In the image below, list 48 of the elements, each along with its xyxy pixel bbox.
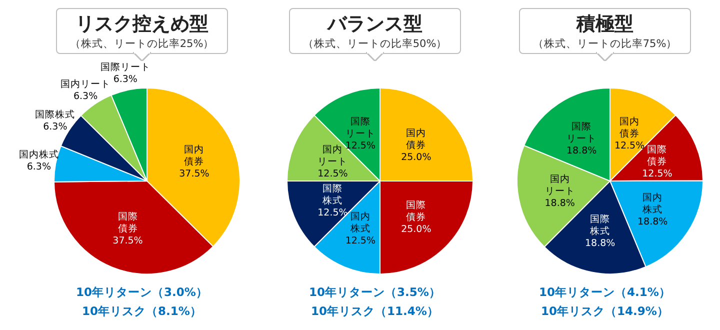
slice-label: 国内リート [318,142,348,167]
slice-label: 国内リート [544,172,575,197]
text: 10年リターン（3.5%） [308,284,442,301]
slice-label: 国際リート [345,115,376,140]
slice-label: 国際リート [100,60,150,73]
data-label: 12.5% [614,140,645,152]
data-label: 12.5% [318,168,348,179]
chart-title: リスク控えめ型 [74,12,210,37]
slice-label: 国内株式 [349,210,370,234]
slice-label: 国内債券 [184,142,204,167]
slice-label: 国内株式 [642,190,663,215]
data-label: 18.8% [585,238,616,249]
slice-label: 国際株式 [322,182,343,206]
slice-label: 国際株式 [589,212,610,237]
data-label: 18.8% [544,198,575,209]
text: 10年リターン（3.0%） [75,284,209,301]
slice-label: 国内リート [60,77,111,90]
text: 10年リスク（14.9%） [540,303,670,320]
chart-title: 積極型 [575,12,634,37]
slice-label: 国内株式 [18,148,59,160]
slice-label: 国際債券 [406,198,426,223]
text: 10年リスク（8.1%） [81,303,203,320]
data-label: 6.3% [26,160,52,172]
slice-label: 国際リート [566,120,597,144]
data-label: 37.5% [179,168,210,179]
chart-subtitle: （株式、リートの比率25%） [68,37,216,51]
slice-label: 国際債券 [118,210,138,234]
data-label: 12.5% [345,234,376,246]
chart-subtitle: （株式、リートの比率50%） [302,37,448,51]
data-label: 12.5% [642,168,672,179]
slice-label: 国際株式 [35,108,76,120]
data-label: 18.8% [638,216,668,227]
slice-label: 国内債券 [620,115,640,140]
data-label: 25.0% [401,224,432,235]
data-label: 6.3% [43,120,68,132]
slice-label: 国内債券 [406,126,426,150]
data-label: 12.5% [345,140,376,152]
data-label: 6.3% [113,74,138,85]
data-label: 25.0% [401,151,432,162]
data-label: 37.5% [112,234,143,246]
chart-title: バランス型 [326,12,424,37]
chart-subtitle: （株式、リートの比率75%） [532,37,678,51]
text: 10年リスク（11.4%） [310,303,440,320]
data-label: 18.8% [566,144,597,156]
data-label: 12.5% [318,207,348,218]
data-label: 6.3% [73,90,98,102]
text: 10年リターン（4.1%） [538,284,672,301]
slice-label: 国際債券 [647,142,668,167]
